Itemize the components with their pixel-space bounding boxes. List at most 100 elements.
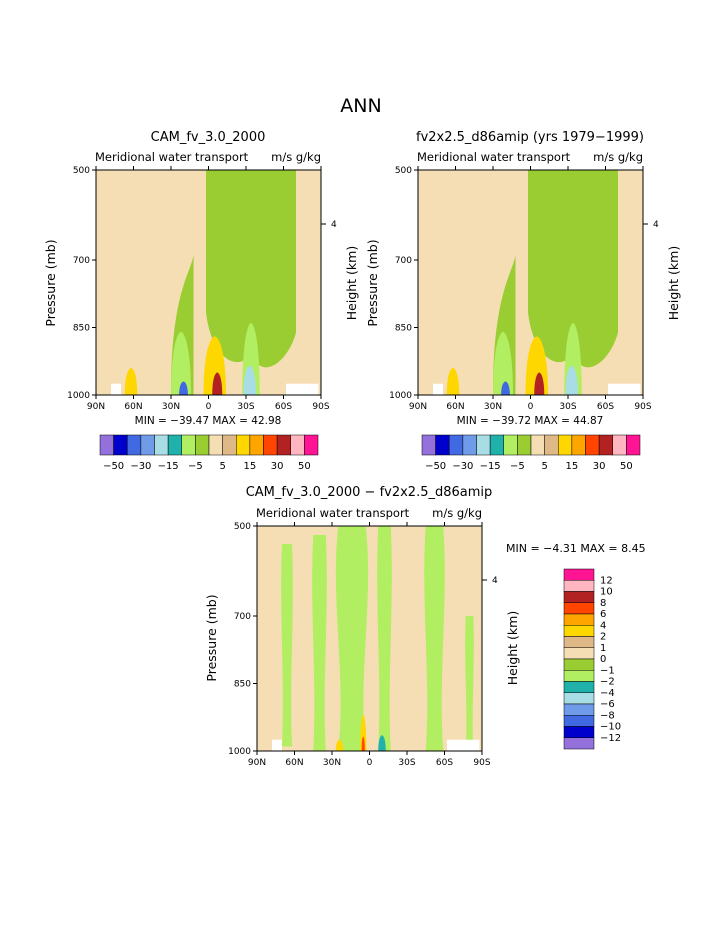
colorbar-swatch [563, 591, 595, 603]
colorbar-swatch [558, 434, 573, 456]
x-tick-label: 90S [312, 402, 329, 412]
colorbar-label: −8 [600, 710, 615, 721]
colorbar-swatch [563, 636, 595, 648]
x-tick-label: 60S [436, 758, 453, 768]
contour-region [281, 544, 293, 747]
contour-region [565, 365, 578, 395]
colorbar-label: −30 [130, 461, 151, 472]
colorbar-swatch [462, 434, 477, 456]
colorbar-swatch [276, 434, 291, 456]
x-tick-label: 30S [398, 758, 415, 768]
x-tick-label: 90N [409, 402, 427, 412]
missing-data [111, 383, 121, 395]
x-tick-label: 0 [367, 758, 373, 768]
colorbar-label: −50 [425, 461, 446, 472]
colorbar-label: −50 [103, 461, 124, 472]
colorbar-swatch [563, 670, 595, 682]
panel-1-ylabel: Pressure (mb) [43, 239, 58, 326]
panel-2-ylabel: Pressure (mb) [365, 239, 380, 326]
panel-1-colorbar: −50 −30 −15 −5 5 15 30 50 [99, 434, 319, 472]
contour-region [465, 616, 474, 751]
contour-region [171, 332, 191, 395]
height-tick-label: 4 [653, 220, 659, 230]
colorbar-swatch [563, 625, 595, 637]
panel-1-stats: MIN = −39.47 MAX = 42.98 [135, 415, 282, 427]
contour-region [361, 736, 365, 751]
x-tick-label: 30N [323, 758, 341, 768]
colorbar-label: 15 [566, 461, 579, 472]
panel-2-title: fv2x2.5_d86amip (yrs 1979−1999) [416, 130, 644, 145]
colorbar-swatch [140, 434, 155, 456]
y-tick-label: 700 [395, 256, 412, 266]
panel-3-subtitle-left: Meridional water transport [256, 506, 410, 520]
y-tick-label: 850 [395, 324, 412, 334]
colorbar-swatch [476, 434, 491, 456]
colorbar-swatch [154, 434, 169, 456]
panel-3-ylabel: Pressure (mb) [204, 594, 219, 681]
colorbar-swatch [612, 434, 627, 456]
colorbar-swatch [304, 434, 319, 456]
colorbar-swatch [563, 658, 595, 671]
contour-region [377, 526, 392, 751]
colorbar-swatch [571, 434, 586, 456]
colorbar-label: −4 [600, 688, 615, 699]
x-tick-label: 90S [634, 402, 651, 412]
colorbar-swatch [517, 434, 532, 456]
contour-region [335, 739, 344, 751]
contour-region [493, 332, 513, 395]
colorbar-label: 50 [298, 461, 311, 472]
y-tick-label: 1000 [228, 747, 251, 757]
panel-3-stats: MIN = −4.31 MAX = 8.45 [506, 542, 646, 555]
colorbar-swatch [626, 434, 641, 456]
y-tick-label: 500 [73, 166, 90, 176]
panel-2-colorbar: −50 −30 −15 −5 5 15 30 50 [421, 434, 641, 472]
colorbar-label: −15 [480, 461, 501, 472]
colorbar-swatch [598, 434, 613, 456]
x-tick-label: 30N [484, 402, 502, 412]
panel-3-ylabel-right: Height (km) [505, 611, 520, 685]
colorbar-label: −1 [600, 665, 615, 676]
height-tick-label: 4 [492, 576, 498, 586]
colorbar-label: −2 [600, 677, 615, 688]
panel-2-ylabel-right: Height (km) [666, 246, 681, 320]
missing-data [608, 383, 641, 395]
contour-region [501, 381, 510, 395]
y-tick-label: 850 [73, 324, 90, 334]
colorbar-swatch [489, 434, 504, 456]
figure-title: ANN [340, 95, 381, 117]
panel-3-plot: 90N 60N 30N 0 30S 60S 90S 500 700 850 1000 4 [228, 522, 498, 768]
panel-3-subtitle-right: m/s g/kg [432, 506, 482, 520]
colorbar-swatch [563, 681, 595, 693]
colorbar-label: 30 [271, 461, 284, 472]
panel-1-ylabel-right: Height (km) [344, 246, 359, 320]
contour-region [335, 526, 369, 751]
colorbar-swatch [563, 602, 595, 615]
panel-2-stats: MIN = −39.72 MAX = 44.87 [457, 415, 604, 427]
colorbar-label: −5 [188, 461, 203, 472]
y-tick-label: 500 [395, 166, 412, 176]
colorbar-label: 8 [600, 598, 606, 609]
contour-region [378, 735, 386, 751]
colorbar-label: −5 [510, 461, 525, 472]
colorbar-label: 12 [600, 575, 613, 586]
y-tick-label: 850 [234, 680, 251, 690]
x-tick-label: 90S [473, 758, 490, 768]
panel-3: CAM_fv_3.0_2000 − fv2x2.5_d86amip Meridi… [204, 485, 646, 768]
contour-region [312, 535, 327, 751]
panel-1-subtitle-right: m/s g/kg [271, 150, 321, 164]
colorbar-label: −12 [600, 733, 621, 744]
x-tick-label: 90N [87, 402, 105, 412]
colorbar-swatch [503, 434, 518, 456]
colorbar-swatch [208, 434, 223, 456]
colorbar-swatch [563, 703, 595, 716]
colorbar-label: −6 [600, 699, 615, 710]
missing-data [447, 739, 480, 751]
panel-2-subtitle-right: m/s g/kg [593, 150, 643, 164]
colorbar-swatch [421, 434, 436, 456]
colorbar-swatch [167, 434, 182, 456]
contour-region [124, 368, 138, 395]
y-tick-label: 1000 [67, 391, 90, 401]
x-tick-label: 60N [446, 402, 464, 412]
colorbar-label: 50 [620, 461, 633, 472]
